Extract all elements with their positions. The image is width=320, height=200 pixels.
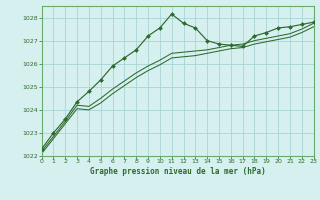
X-axis label: Graphe pression niveau de la mer (hPa): Graphe pression niveau de la mer (hPa) [90, 167, 266, 176]
